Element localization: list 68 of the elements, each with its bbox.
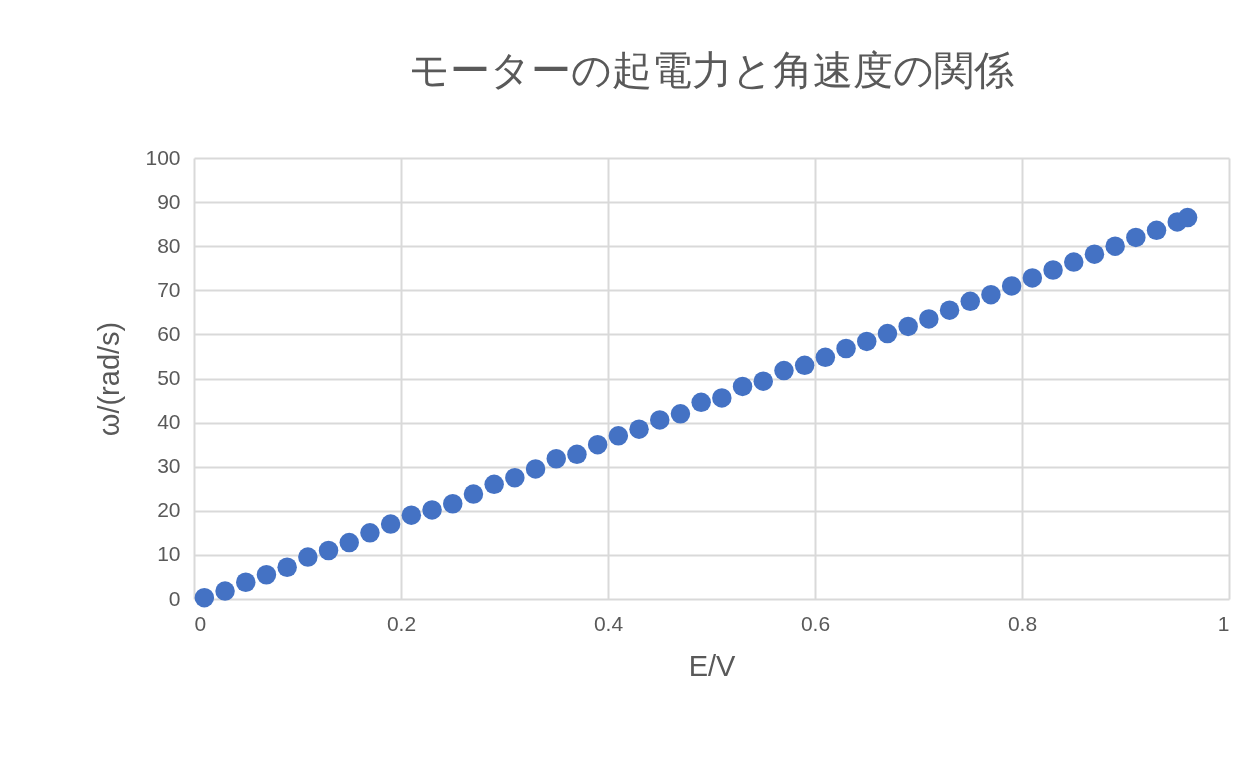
point [505,468,525,488]
point [525,459,546,479]
point [1064,252,1084,272]
point [546,449,566,469]
point [939,300,960,320]
point [401,505,422,525]
point [753,371,773,391]
point [236,572,256,592]
point [629,419,649,439]
point [877,323,898,344]
point [567,444,587,465]
point [732,376,753,397]
y-tick-label: 70 [157,277,181,301]
y-tick-label: 100 [145,145,181,169]
point [712,388,732,408]
point [443,494,463,514]
point [587,434,608,455]
point [277,557,297,577]
point [1043,260,1063,280]
point [857,331,877,352]
x-tick-label: 0.2 [386,611,417,635]
point [380,514,401,534]
y-tick-label: 50 [157,366,181,389]
point [1105,236,1125,256]
x-tick-label: 0.4 [593,611,624,635]
y-tick-label: 0 [168,586,181,610]
point [256,565,277,585]
x-tick-label: 0.8 [1007,611,1038,635]
point [774,360,794,381]
point [919,309,939,329]
y-tick-label: 10 [157,542,181,566]
point [981,284,1001,305]
point [898,316,918,337]
point [318,540,339,561]
point [650,410,670,430]
y-tick-label: 20 [157,498,181,522]
point [1001,276,1022,296]
y-tick-label: 30 [157,454,181,478]
point [1146,220,1167,241]
y-axis-title: ω/(rad/s) [93,321,126,437]
x-tick-label: 1 [1217,611,1230,635]
y-tick-label: 80 [157,233,181,257]
y-tick-label: 40 [157,410,181,434]
point [194,587,215,608]
point [298,547,318,567]
chart-title: モーターの起電力と角速度の関係 [409,48,1014,92]
point [836,338,856,359]
y-tick-label: 90 [157,189,181,213]
point [691,392,711,413]
x-tick-label: 0.6 [800,611,831,635]
point [1177,207,1198,228]
point [670,404,691,424]
point [1084,244,1105,264]
point [215,581,235,601]
point [960,291,980,312]
point [422,500,442,520]
point [1126,227,1146,248]
y-tick-label: 60 [157,321,181,345]
point [815,347,836,368]
point [339,532,359,553]
point [463,484,484,504]
x-axis-title: E/V [688,649,737,682]
point [484,474,504,495]
point [1022,268,1043,288]
point [794,355,815,375]
point [360,523,380,543]
point [608,426,629,446]
x-tick-label: 0 [194,611,207,635]
